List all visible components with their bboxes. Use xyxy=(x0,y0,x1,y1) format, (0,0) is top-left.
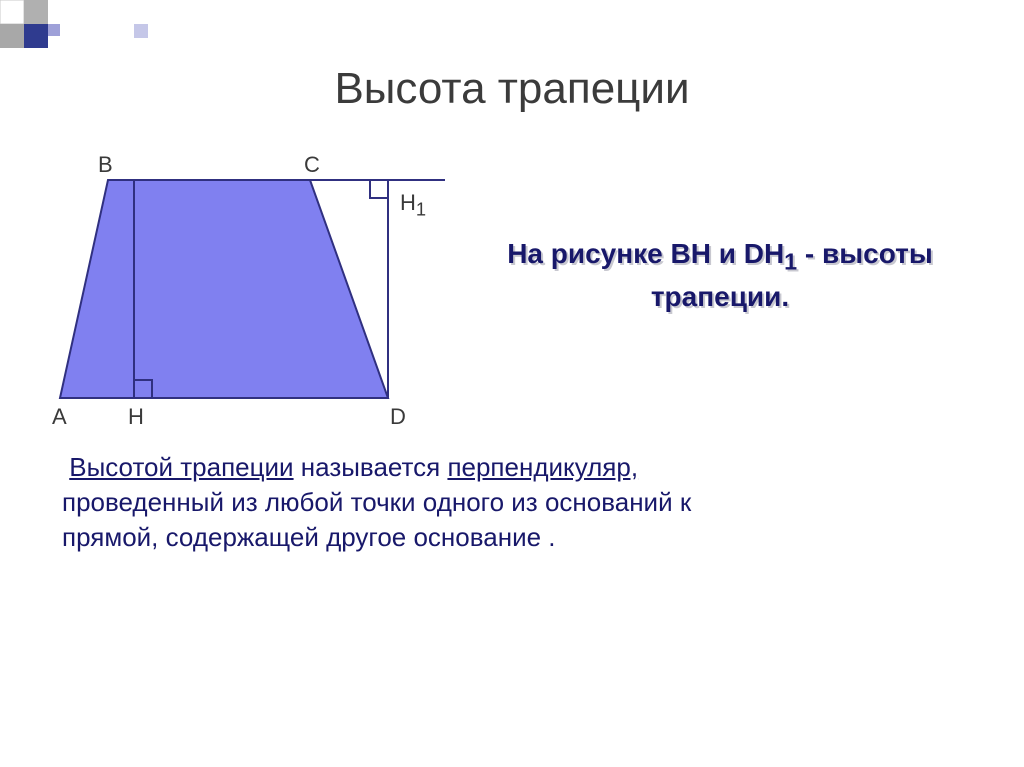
corner-decoration xyxy=(0,0,200,60)
slide-title: Высота трапеции xyxy=(0,64,1024,114)
corner-decoration-svg xyxy=(0,0,200,60)
caption-post: - высоты xyxy=(797,238,933,269)
h1-subscript: 1 xyxy=(416,198,426,219)
vertex-label-h: H xyxy=(128,404,144,430)
h1-prefix: H xyxy=(400,190,416,215)
definition-underline-1: Высотой трапеции xyxy=(69,452,293,482)
vertex-label-c: C xyxy=(304,152,320,178)
vertex-label-a: A xyxy=(52,404,67,430)
caption-pre: На рисунке BH и DH xyxy=(507,238,784,269)
definition-line-2: проведенный из любой точки одного из осн… xyxy=(62,485,942,520)
vertex-label-h1: H1 xyxy=(400,190,426,220)
definition-line-3: прямой, содержащей другое основание . xyxy=(62,520,942,555)
vertex-label-d: D xyxy=(390,404,406,430)
caption-sub: 1 xyxy=(784,249,797,275)
caption-line-2: трапеции. xyxy=(460,278,980,316)
trapezoid-svg xyxy=(30,150,450,450)
trapezoid-figure: A B C D H H1 xyxy=(30,150,450,450)
definition-line-1: Высотой трапеции называется перпендикуля… xyxy=(62,450,942,485)
figure-caption: На рисунке BH и DH1 - высоты трапеции. xyxy=(460,235,980,316)
caption-line-1: На рисунке BH и DH1 - высоты xyxy=(460,235,980,278)
definition-text-1: называется xyxy=(294,452,448,482)
definition-underline-2: перпендикуляр, xyxy=(447,452,638,482)
vertex-label-b: B xyxy=(98,152,113,178)
definition-text: Высотой трапеции называется перпендикуля… xyxy=(62,450,942,555)
